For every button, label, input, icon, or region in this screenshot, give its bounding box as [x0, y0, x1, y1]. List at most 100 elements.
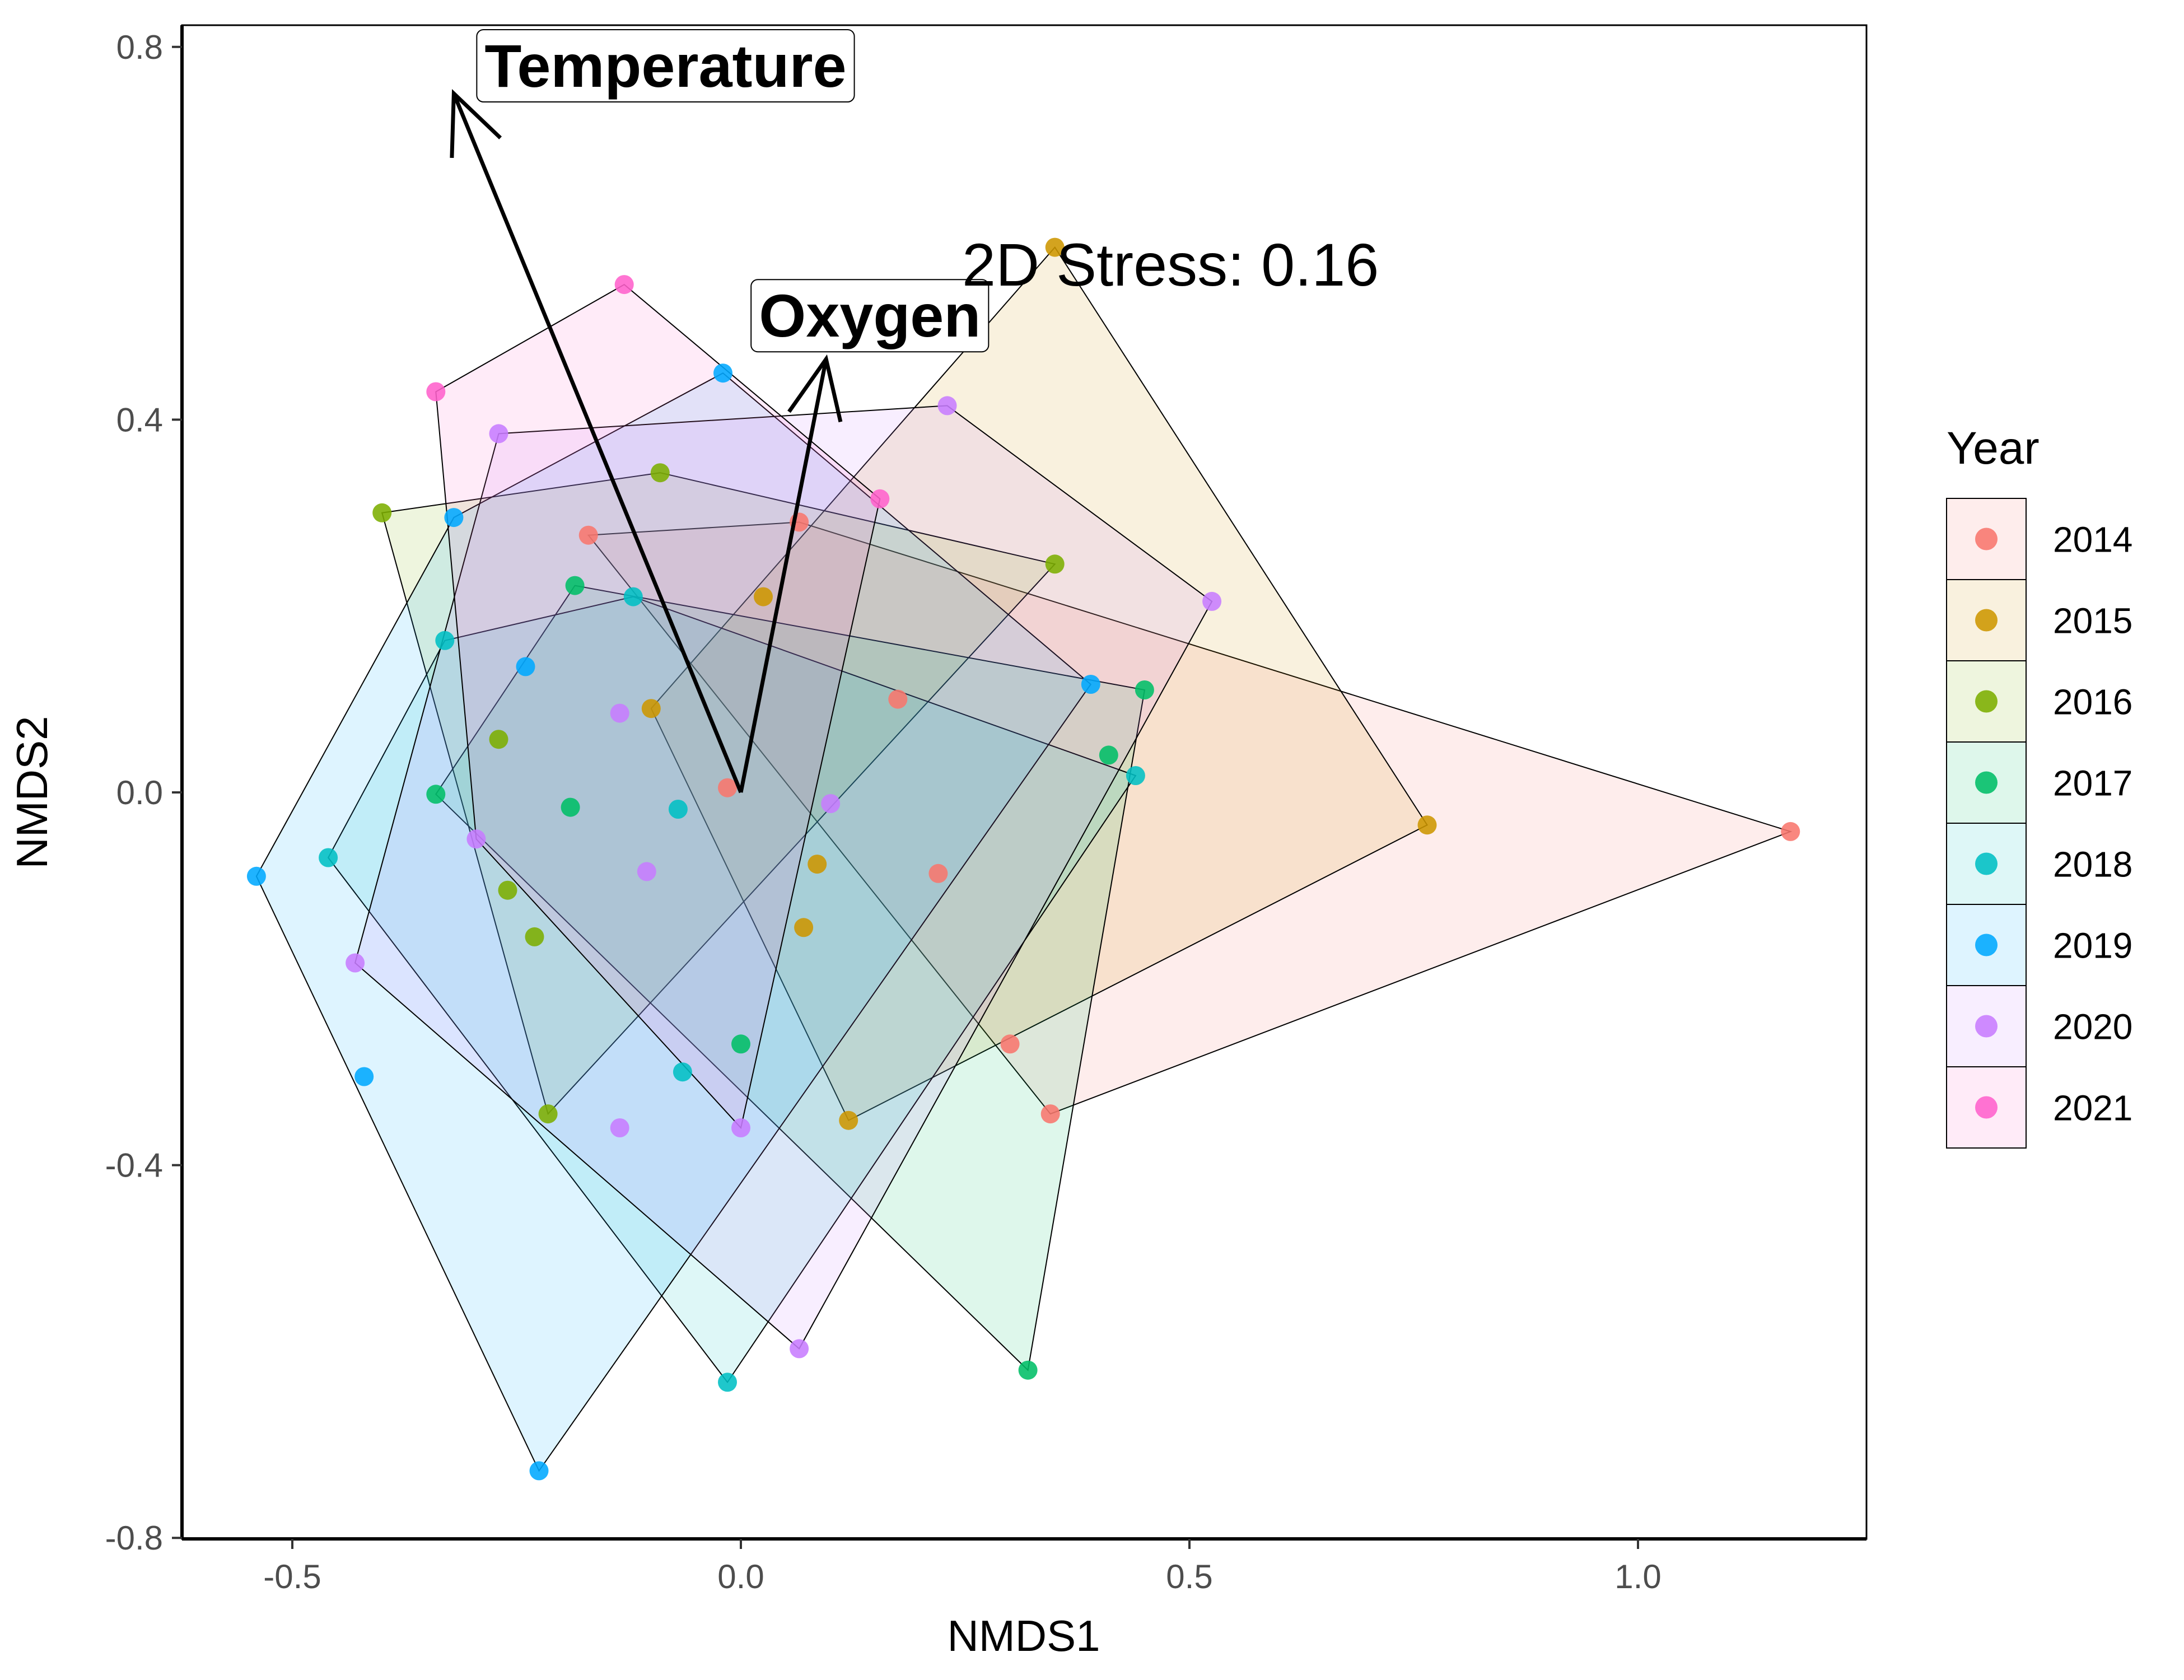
point-2020-10 — [821, 794, 841, 813]
vector-temperature — [452, 92, 743, 794]
point-2019-6 — [516, 657, 535, 676]
point-2018-2 — [319, 848, 338, 867]
legend-item-2017: 2017 — [1946, 741, 2132, 824]
vector-label-temperature: Temperature — [476, 29, 855, 102]
point-2016-5 — [498, 880, 517, 900]
point-2018-3 — [435, 631, 455, 650]
point-2015-4 — [808, 855, 827, 874]
vector-label-oxygen: Oxygen — [750, 279, 990, 353]
y-axis-title: NMDS2 — [7, 716, 57, 869]
point-2020-5 — [731, 1118, 750, 1137]
point-2016-1 — [650, 463, 670, 483]
point-2021-1 — [870, 489, 890, 508]
y-tick-label: -0.4 — [105, 1147, 163, 1184]
legend-marker-2014 — [1975, 528, 1998, 550]
legend-label-2017: 2017 — [2053, 763, 2132, 804]
point-2015-3 — [794, 918, 814, 937]
x-axis-title: NMDS1 — [947, 1611, 1100, 1660]
point-2019-3 — [1081, 675, 1100, 694]
point-2020-4 — [489, 424, 508, 444]
point-2020-3 — [346, 953, 365, 973]
point-2020-2 — [790, 1339, 809, 1359]
axes: -0.5 0.0 0.5 1.0 -0.8 -0.4 0.0 0.4 0.8 — [105, 29, 1662, 1595]
point-2014-4 — [888, 689, 908, 709]
point-2018-0 — [1126, 766, 1145, 785]
legend: Year 2014 2015 2016 2017 2018 2019 2020 2021 — [1946, 423, 2132, 1149]
point-2017-0 — [1135, 680, 1154, 699]
point-2015-2 — [839, 1110, 858, 1130]
point-layer — [246, 237, 1800, 1481]
point-2019-1 — [529, 1461, 549, 1481]
legend-marker-2019 — [1975, 934, 1998, 956]
legend-item-2015: 2015 — [1946, 579, 2132, 661]
x-tick-label: 1.0 — [1614, 1558, 1661, 1595]
point-2017-3 — [426, 785, 446, 804]
point-2017-6 — [731, 1034, 750, 1054]
legend-item-2018: 2018 — [1946, 823, 2132, 905]
point-2018-6 — [673, 1062, 692, 1082]
point-2015-0 — [1045, 237, 1065, 257]
point-2020-7 — [610, 703, 629, 723]
legend-title: Year — [1947, 423, 2040, 474]
y-tick-label: 0.8 — [116, 29, 163, 66]
legend-marker-2017 — [1975, 771, 1998, 794]
point-2018-5 — [668, 800, 688, 819]
stress-annotation: 2D Stress: 0.16 — [962, 231, 1379, 298]
legend-marker-2020 — [1975, 1015, 1998, 1038]
x-tick-label: 0.0 — [717, 1558, 764, 1595]
x-tick-label: -0.5 — [263, 1558, 321, 1595]
point-2020-0 — [937, 396, 957, 416]
point-2021-0 — [614, 275, 634, 295]
point-2018-1 — [718, 1373, 737, 1392]
point-2016-4 — [489, 730, 508, 749]
legend-item-2016: 2016 — [1946, 660, 2132, 743]
point-2020-1 — [1202, 591, 1222, 611]
point-2016-6 — [525, 927, 544, 946]
point-2019-5 — [444, 508, 464, 528]
point-2016-2 — [1045, 554, 1065, 574]
point-2015-5 — [754, 587, 773, 606]
legend-label-2016: 2016 — [2053, 682, 2132, 722]
point-2017-5 — [561, 797, 580, 817]
vector-label-box — [750, 279, 990, 353]
legend-item-2020: 2020 — [1946, 985, 2132, 1067]
legend-item-2021: 2021 — [1946, 1066, 2132, 1149]
hull-2018 — [327, 596, 1137, 1384]
vector-layer: Temperature Oxygen — [450, 29, 990, 794]
point-2019-4 — [713, 363, 732, 383]
vector-label-text: Temperature — [484, 32, 846, 100]
vector-label-box — [476, 29, 855, 102]
plot-frame — [180, 24, 1868, 1541]
y-tick-label: 0.0 — [116, 774, 163, 811]
point-2017-2 — [1018, 1360, 1038, 1380]
point-2019-0 — [246, 866, 266, 886]
legend-label-2015: 2015 — [2053, 601, 2132, 641]
point-2017-1 — [1099, 745, 1118, 765]
legend-label-2019: 2019 — [2053, 926, 2132, 966]
point-2021-2 — [426, 382, 446, 402]
y-tick-label: 0.4 — [116, 401, 163, 438]
hull-2019 — [255, 372, 1092, 1472]
point-2016-0 — [372, 503, 392, 522]
legend-marker-2016 — [1975, 690, 1998, 713]
point-2014-2 — [1000, 1034, 1020, 1054]
point-2018-4 — [623, 587, 643, 606]
vector-label-text: Oxygen — [759, 282, 981, 349]
point-2015-6 — [641, 699, 661, 718]
vector-arrowhead-temperature — [450, 89, 502, 158]
point-2019-2 — [354, 1067, 374, 1086]
point-2020-9 — [466, 829, 486, 849]
legend-marker-2015 — [1975, 609, 1998, 632]
point-2014-3 — [928, 864, 948, 883]
vector-oxygen — [739, 358, 828, 793]
y-tick-label: -0.8 — [105, 1519, 163, 1557]
point-2017-4 — [565, 576, 585, 595]
point-2020-8 — [637, 862, 656, 881]
vector-arrowhead-oxygen — [787, 354, 843, 423]
x-tick-label: 0.5 — [1166, 1558, 1212, 1595]
point-2014-0 — [1781, 822, 1800, 841]
legend-marker-2021 — [1975, 1096, 1998, 1119]
point-2014-1 — [1040, 1104, 1060, 1124]
legend-marker-2018 — [1975, 852, 1998, 875]
